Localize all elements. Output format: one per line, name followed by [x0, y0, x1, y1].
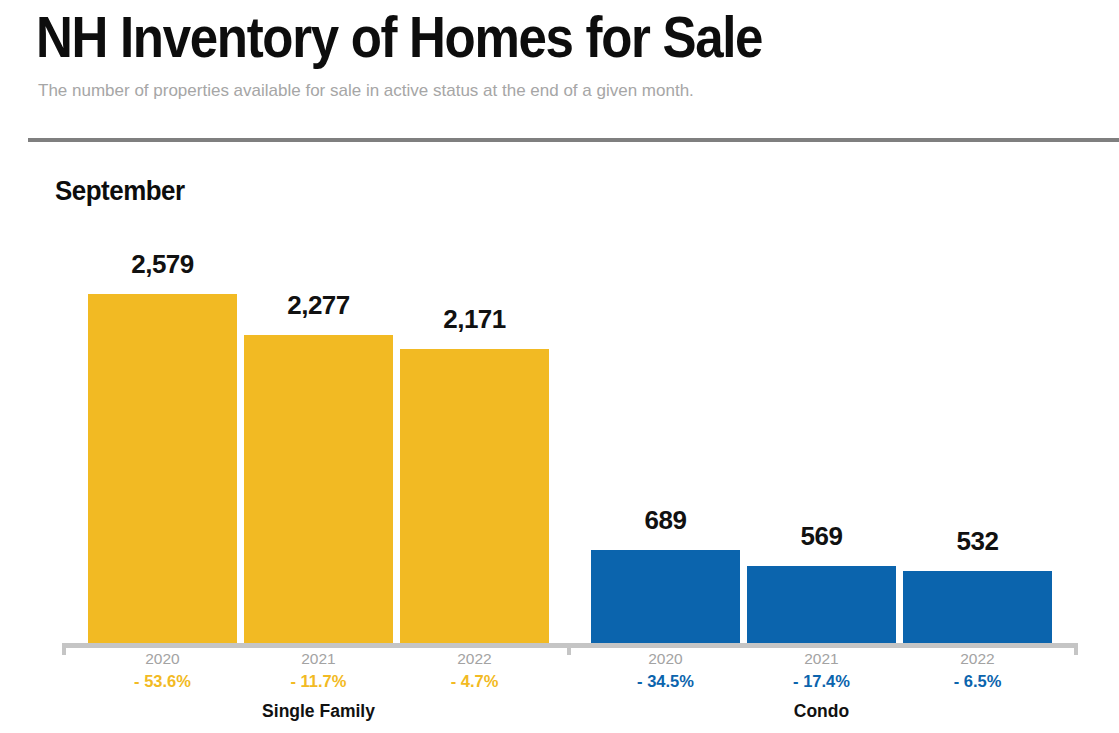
- year-label: 2022: [400, 651, 549, 667]
- bar-column-condo-2022: 532: [903, 528, 1052, 643]
- axis-tick: [62, 643, 66, 655]
- bar-value-label: 689: [645, 507, 687, 533]
- bar: [244, 335, 393, 643]
- percent-change-label: - 11.7%: [244, 673, 393, 690]
- month-label: September: [55, 176, 185, 207]
- bar: [903, 571, 1052, 643]
- axis-label-column: 2021 - 17.4%: [747, 651, 896, 689]
- axis-tick: [1074, 643, 1078, 655]
- bar-column-single-family-2020: 2,579: [88, 251, 237, 643]
- percent-change-label: - 53.6%: [88, 673, 237, 690]
- percent-change-label: - 6.5%: [903, 673, 1052, 690]
- year-label: 2020: [591, 651, 740, 667]
- group-label-single-family: Single Family: [88, 701, 549, 722]
- bar-value-label: 532: [957, 528, 999, 554]
- bar-value-label: 2,277: [287, 292, 350, 318]
- year-label: 2021: [244, 651, 393, 667]
- bar: [400, 349, 549, 643]
- bar-column-condo-2021: 569: [747, 523, 896, 643]
- bar-column-condo-2020: 689: [591, 507, 740, 643]
- bar: [88, 294, 237, 643]
- axis-label-column: 2022 - 6.5%: [903, 651, 1052, 689]
- year-label: 2021: [747, 651, 896, 667]
- chart-bars-area: 2,579 2,277 2,171 689 569 532: [88, 220, 1052, 643]
- page-subtitle: The number of properties available for s…: [38, 81, 694, 101]
- header-divider: [28, 138, 1119, 142]
- percent-change-label: - 34.5%: [591, 673, 740, 690]
- axis-label-column: 2022 - 4.7%: [400, 651, 549, 689]
- bar: [591, 550, 740, 643]
- group-label-condo: Condo: [591, 701, 1052, 722]
- chart-page: NH Inventory of Homes for Sale The numbe…: [0, 0, 1119, 733]
- bar-value-label: 569: [801, 523, 843, 549]
- year-label: 2020: [88, 651, 237, 667]
- axis-label-column: 2021 - 11.7%: [244, 651, 393, 689]
- axis-label-column: 2020 - 53.6%: [88, 651, 237, 689]
- bar-value-label: 2,171: [443, 306, 506, 332]
- year-label: 2022: [903, 651, 1052, 667]
- bar-value-label: 2,579: [131, 251, 194, 277]
- axis-label-column: 2020 - 34.5%: [591, 651, 740, 689]
- page-title: NH Inventory of Homes for Sale: [36, 8, 762, 66]
- chart-axis-labels: 2020 - 53.6% 2021 - 11.7% 2022 - 4.7% 2020 - 34…: [88, 651, 1052, 689]
- bar: [747, 566, 896, 643]
- bar-column-single-family-2022: 2,171: [400, 306, 549, 643]
- chart-group-labels: Single Family Condo: [88, 701, 1052, 722]
- bar-column-single-family-2021: 2,277: [244, 292, 393, 643]
- percent-change-label: - 17.4%: [747, 673, 896, 690]
- percent-change-label: - 4.7%: [400, 673, 549, 690]
